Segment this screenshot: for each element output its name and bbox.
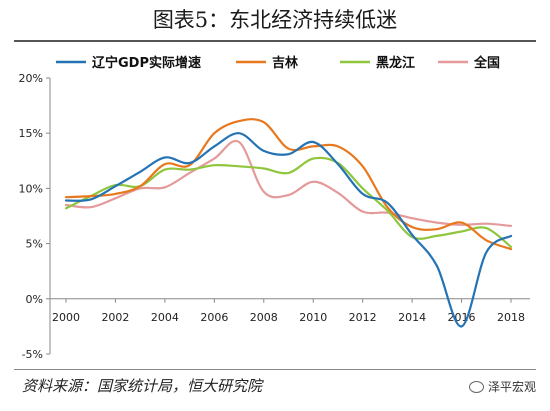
y-tick-label: 20% (19, 72, 43, 85)
watermark-label: 泽平宏观 (487, 380, 536, 394)
legend: 辽宁GDP实际增速 吉林 黑龙江 全国 (56, 55, 500, 71)
y-tick-label: 15% (19, 127, 43, 140)
legend-label: 黑龙江 (376, 55, 415, 71)
legend-label: 辽宁GDP实际增速 (92, 55, 201, 71)
title-divider (14, 40, 536, 42)
source-note: 资料来源：国家统计局，恒大研究院 (22, 377, 263, 395)
series-line (64, 156, 513, 248)
legend-label: 全国 (473, 55, 500, 71)
x-tick-label: 2014 (398, 311, 426, 324)
x-tick-label: 2002 (101, 311, 129, 324)
series-lines-group (64, 118, 513, 328)
tick-labels-group: -5% 0% 5% 10% 15% 20% 2000 2002 2004 2006 2008 2010… (19, 72, 525, 361)
y-tick-label: 10% (19, 182, 43, 195)
wechat-icon (468, 380, 484, 393)
legend-label: 吉林 (272, 55, 298, 71)
x-tick-label: 2012 (349, 311, 377, 324)
y-tick-label: -5% (22, 348, 43, 361)
footer-divider (14, 369, 536, 370)
x-tick-label: 2008 (250, 311, 278, 324)
series-line (64, 118, 513, 251)
x-tick-label: 2010 (299, 311, 327, 324)
watermark: 泽平宏观 (468, 378, 536, 395)
chart-title: 图表5：东北经济持续低迷 (152, 8, 398, 32)
series-line (64, 139, 513, 227)
x-tick-label: 2006 (200, 311, 228, 324)
axes-group (46, 77, 530, 355)
x-tick-label: 2004 (151, 311, 179, 324)
series-line (64, 132, 513, 328)
x-tick-label: 2018 (497, 311, 525, 324)
y-tick-label: 0% (26, 293, 43, 306)
x-tick-label: 2000 (52, 311, 80, 324)
y-tick-label: 5% (26, 238, 43, 251)
